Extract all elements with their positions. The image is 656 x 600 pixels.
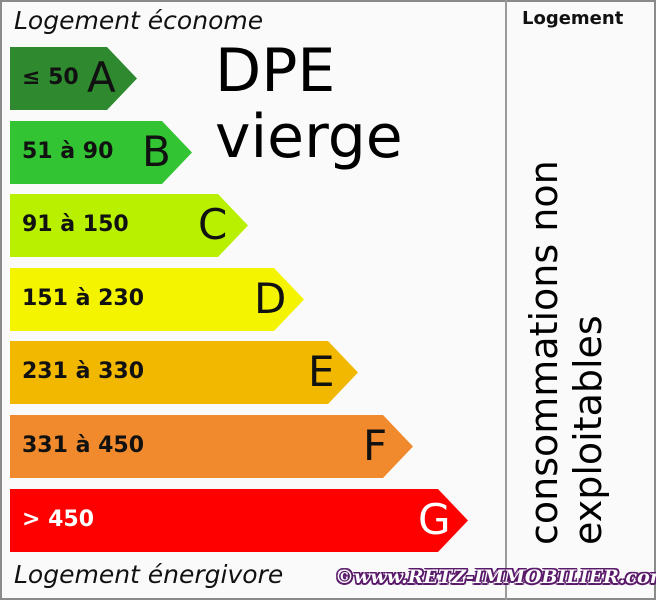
energy-class-bar-a: ≤ 50 A [10,47,137,110]
energy-letter: B [142,126,171,176]
arrow-shape [10,47,137,110]
energy-class-bar-e: 231 à 330 E [10,341,358,405]
energy-letter: F [363,421,388,470]
top-label: Logement économe [14,6,264,35]
overlay-sub-text: consommations non exploitables [522,160,610,545]
energy-class-bar-d: 151 à 230 D [10,267,304,331]
energy-range: 51 à 90 [22,138,114,164]
energy-range: > 450 [22,506,95,532]
energy-letter: E [308,347,335,397]
watermark: ©www.RETZ-IMMOBILIER.com [335,566,656,588]
energy-class-bar-c: 91 à 150 C [10,194,248,258]
energy-range: 151 à 230 [22,285,145,311]
energy-letter: G [418,494,451,544]
arrow-shape [10,415,413,478]
energy-class-bar-g: > 450 G [10,488,468,552]
overlay-main-text: DPE vierge [215,36,403,172]
column-header: Logement [522,8,624,29]
arrow-shape [10,488,468,552]
bottom-label: Logement énergivore [14,560,284,589]
column-divider [505,0,507,600]
energy-letter: C [198,200,228,250]
energy-range: 231 à 330 [22,359,145,385]
arrow-shape [10,267,304,331]
energy-class-bar-b: 51 à 90 B [10,120,192,184]
energy-letter: D [254,273,287,323]
arrow-shape [10,194,248,258]
energy-range: 331 à 450 [22,433,145,458]
arrow-shape [10,341,358,405]
arrow-shape [10,120,192,184]
energy-range: 91 à 150 [22,212,129,238]
energy-letter: A [87,53,116,102]
energy-range: ≤ 50 [22,65,79,90]
energy-class-bar-f: 331 à 450 F [10,415,413,478]
